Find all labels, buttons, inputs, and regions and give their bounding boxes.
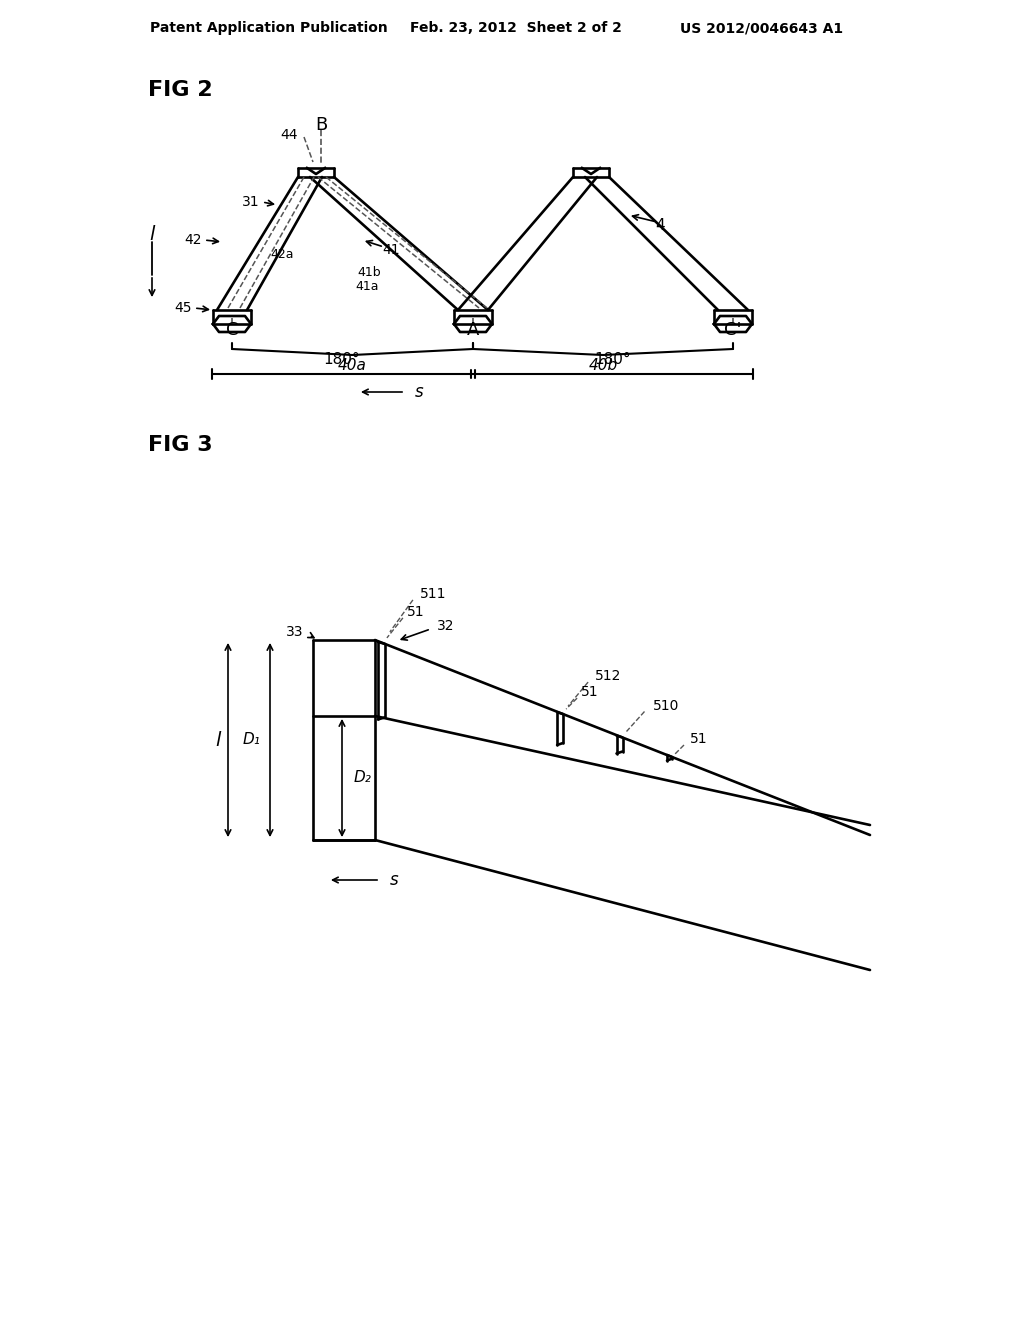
- Text: 51: 51: [690, 733, 708, 746]
- Text: 51: 51: [581, 685, 599, 700]
- Text: s: s: [415, 383, 424, 401]
- Text: 33: 33: [286, 624, 303, 639]
- Text: 41: 41: [382, 243, 399, 257]
- Text: 45: 45: [174, 301, 193, 315]
- Text: Patent Application Publication: Patent Application Publication: [150, 21, 388, 36]
- Text: 510: 510: [652, 698, 679, 713]
- Text: 51: 51: [407, 605, 425, 619]
- Text: l: l: [150, 226, 155, 244]
- Text: 4: 4: [655, 218, 665, 232]
- Text: C': C': [724, 321, 741, 339]
- Text: B: B: [314, 116, 327, 135]
- Text: 31: 31: [243, 195, 260, 209]
- Text: s: s: [390, 871, 398, 888]
- Text: 180°: 180°: [595, 352, 632, 367]
- Text: 44: 44: [281, 128, 298, 143]
- Text: 40b: 40b: [589, 358, 617, 372]
- Text: 180°: 180°: [324, 352, 360, 367]
- Text: C: C: [225, 321, 239, 339]
- Text: 41b: 41b: [357, 265, 381, 279]
- Text: D₁: D₁: [242, 733, 260, 747]
- Text: 32: 32: [437, 619, 455, 632]
- Text: 512: 512: [595, 669, 622, 684]
- Text: 42: 42: [184, 234, 202, 247]
- Text: A: A: [467, 321, 479, 339]
- Text: 40a: 40a: [338, 358, 367, 372]
- Text: l: l: [215, 730, 221, 750]
- Text: FIG 3: FIG 3: [148, 436, 213, 455]
- Text: D₂: D₂: [354, 771, 372, 785]
- Text: 42a: 42a: [270, 248, 294, 261]
- Text: Feb. 23, 2012  Sheet 2 of 2: Feb. 23, 2012 Sheet 2 of 2: [410, 21, 622, 36]
- Text: US 2012/0046643 A1: US 2012/0046643 A1: [680, 21, 843, 36]
- Text: 511: 511: [420, 587, 446, 601]
- Text: 41a: 41a: [355, 281, 379, 293]
- Text: FIG 2: FIG 2: [148, 81, 213, 100]
